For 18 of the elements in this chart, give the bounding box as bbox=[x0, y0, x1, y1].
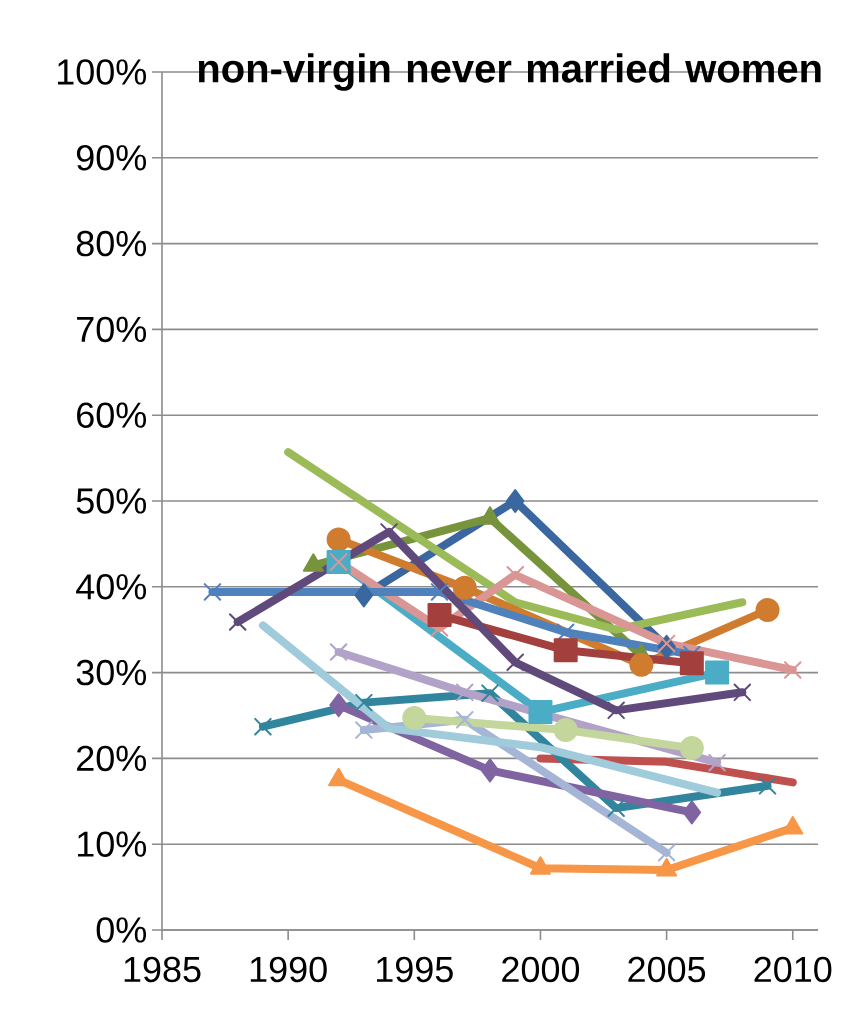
y-tick-label: 100% bbox=[57, 59, 147, 85]
x-tick-label: 2005 bbox=[628, 956, 706, 983]
y-tick-label: 0% bbox=[96, 917, 147, 943]
chart-title: non-virgin never married women bbox=[198, 53, 821, 91]
y-tick-label: 70% bbox=[77, 316, 147, 343]
y-tick-label: 30% bbox=[76, 659, 147, 686]
x-tick-label: 1990 bbox=[250, 956, 327, 983]
x-tick-label: 2010 bbox=[754, 956, 832, 983]
x-tick-label: 1995 bbox=[377, 956, 453, 983]
y-tick-label: 20% bbox=[77, 745, 147, 772]
y-tick-label: 50% bbox=[76, 488, 147, 514]
x-tick-label: 2000 bbox=[502, 956, 580, 983]
y-tick-label: 90% bbox=[76, 145, 147, 171]
y-tick-label: 60% bbox=[77, 402, 147, 428]
y-tick-label: 10% bbox=[77, 831, 147, 857]
y-tick-label: 80% bbox=[76, 230, 147, 257]
x-tick-label: 1985 bbox=[124, 956, 201, 983]
y-tick-label: 40% bbox=[76, 574, 147, 600]
